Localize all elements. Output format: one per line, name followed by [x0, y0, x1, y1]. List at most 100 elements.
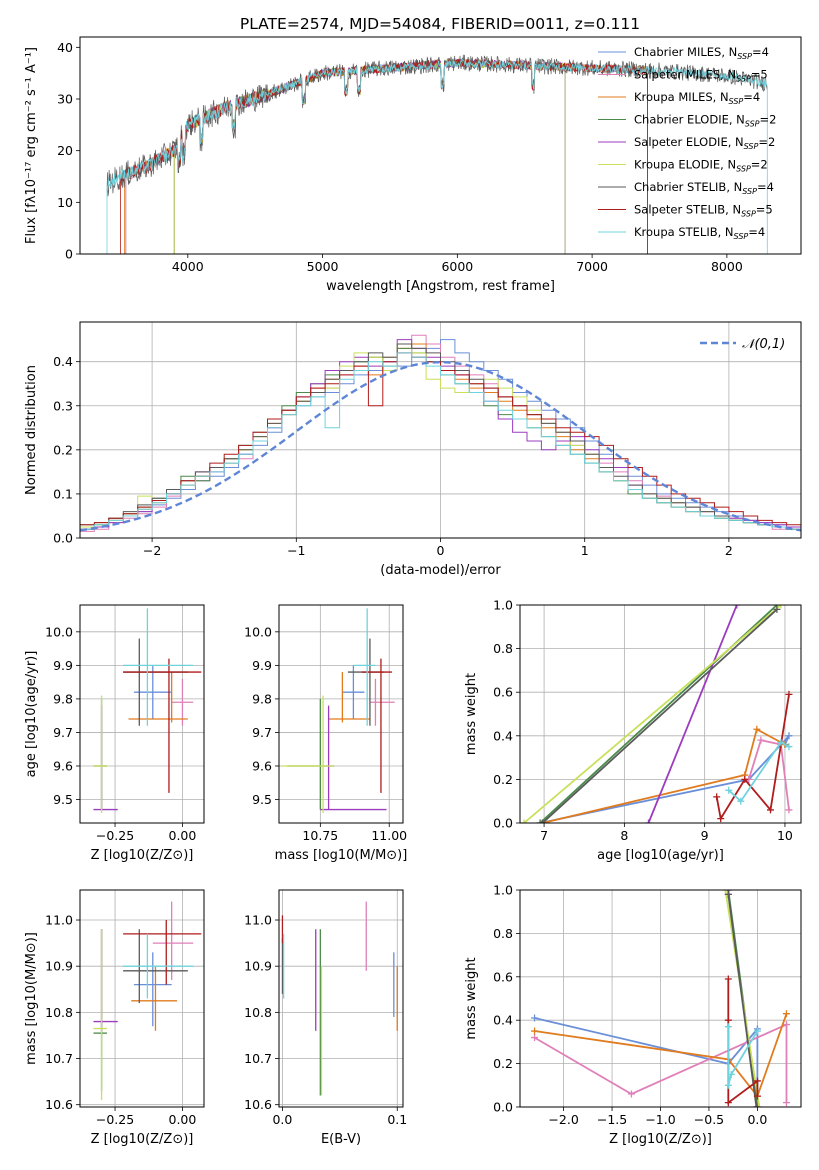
weight-marker — [753, 725, 761, 733]
spectrum-lines — [106, 54, 768, 254]
y-tick-label: 0.4 — [53, 354, 73, 369]
legend-label: Salpeter ELODIE, NSSP=2 — [634, 135, 775, 151]
weight-marker — [757, 736, 765, 744]
weight-marker — [724, 975, 732, 983]
chart-Z-age: −0.25 0.00 9.5 9.6 9.7 9.8 9.9 10.0 Z [log10(Z/Z… — [24, 604, 205, 863]
x-axis-label: E(B-V) — [321, 1132, 361, 1147]
x-tick-label: −2.0 — [548, 1112, 578, 1127]
histogram-step — [80, 343, 801, 530]
legend-label: Chabrier STELIB, NSSP=4 — [634, 180, 774, 196]
weight-lines — [531, 890, 790, 1107]
y-tick-label: 0.8 — [493, 926, 513, 941]
spectrum-series — [173, 57, 566, 254]
legend-label: Chabrier ELODIE, NSSP=2 — [634, 113, 776, 129]
legend-label: Kroupa MILES, NSSP=4 — [634, 90, 760, 106]
weight-marker — [752, 1103, 760, 1107]
weight-marker — [627, 1090, 635, 1098]
y-tick-label: 20 — [57, 143, 73, 158]
legend-label: Kroupa STELIB, NSSP=4 — [634, 225, 765, 241]
y-tick-label: 9.7 — [53, 725, 73, 740]
weight-marker — [724, 1023, 732, 1031]
x-tick-label: 4000 — [172, 259, 204, 274]
y-tick-label: 0.0 — [493, 816, 513, 831]
spectrum-series — [124, 58, 648, 254]
weight-marker — [536, 819, 544, 823]
weight-series — [727, 894, 758, 1107]
y-tick-label: 0.6 — [493, 685, 513, 700]
weight-series — [523, 605, 782, 823]
chart-mass-age: 10.75 11.00 9.5 9.6 9.7 9.8 9.9 10.0 mass [log10… — [244, 604, 407, 863]
x-tick-label: −0.5 — [694, 1112, 724, 1127]
x-tick-label: 8000 — [711, 259, 743, 274]
errorbars — [281, 608, 395, 813]
weight-marker — [531, 1034, 539, 1042]
x-tick-label: 7000 — [576, 259, 608, 274]
y-tick-label: 10.9 — [244, 959, 272, 974]
weight-marker — [755, 1103, 763, 1107]
y-tick-label: 0.0 — [53, 531, 73, 546]
spectrum-series — [106, 58, 768, 254]
y-tick-label: 10.6 — [45, 1097, 73, 1112]
weight-series — [647, 605, 738, 823]
y-tick-label: 10.0 — [244, 624, 272, 639]
legend-label: Kroupa ELODIE, NSSP=2 — [634, 158, 768, 174]
y-tick-label: 30 — [57, 92, 73, 107]
y-tick-label: 0.3 — [53, 398, 73, 413]
weight-marker — [782, 1099, 790, 1107]
y-tick-label: 0.8 — [493, 641, 513, 656]
y-tick-label: 10 — [57, 195, 73, 210]
y-axis-label: Flux [fλ10⁻¹⁷ erg cm⁻² s⁻¹ A⁻¹] — [24, 47, 39, 244]
y-tick-label: 11.0 — [244, 913, 272, 928]
y-tick-label: 10.9 — [45, 959, 73, 974]
axes-frame — [79, 604, 205, 824]
y-tick-label: 0 — [65, 247, 73, 262]
y-tick-label: 0.2 — [493, 1056, 513, 1071]
y-tick-label: 9.8 — [53, 691, 73, 706]
legend: Chabrier MILES, NSSP=4 Salpeter MILES, NS… — [598, 45, 776, 241]
y-tick-label: 9.9 — [53, 658, 73, 673]
chart-residuals: −2 −1 0 1 2 0.0 0.1 0.2 0.3 0.4 (data-model)/error… — [24, 321, 802, 578]
spectrum-series — [173, 58, 566, 254]
y-axis-label: mass weight — [464, 673, 479, 755]
y-tick-label: 0.2 — [493, 772, 513, 787]
legend-label: Chabrier MILES, NSSP=4 — [634, 45, 769, 61]
weight-marker — [520, 819, 528, 823]
weight-marker — [531, 1014, 539, 1022]
y-tick-label: 1.0 — [493, 598, 513, 613]
x-axis-label: (data-model)/error — [380, 563, 501, 578]
x-tick-label: 10 — [777, 828, 793, 843]
spectrum-series — [106, 54, 768, 197]
y-tick-label: 9.7 — [252, 725, 272, 740]
x-tick-label: 0.1 — [387, 1112, 407, 1127]
x-tick-label: 5000 — [307, 259, 339, 274]
x-tick-label: 1 — [581, 543, 589, 558]
spectrum-series — [125, 59, 648, 254]
weight-marker — [753, 1092, 761, 1100]
weight-marker — [724, 890, 732, 898]
weight-series — [539, 735, 790, 823]
y-tick-label: 9.6 — [53, 758, 73, 773]
weight-marker — [538, 819, 546, 823]
weight-marker — [531, 1027, 539, 1035]
weight-marker — [725, 786, 733, 794]
y-tick-label: 40 — [57, 40, 73, 55]
normal-curve — [79, 360, 802, 532]
weight-marker — [785, 732, 793, 740]
y-axis-label: mass [log10(M/M⊙)] — [24, 932, 39, 1065]
weight-marker — [753, 1077, 761, 1085]
weight-marker — [741, 775, 749, 783]
chart-Z-mass: −0.25 0.00 10.6 10.7 10.8 10.9 11.0 Z [log10(Z/… — [24, 889, 205, 1147]
y-tick-label: 10.8 — [45, 1005, 73, 1020]
figure-title: PLATE=2574, MJD=54084, FIBERID=0011, z=0… — [240, 15, 640, 33]
weight-series — [534, 1013, 788, 1099]
weight-lines — [520, 605, 793, 823]
y-tick-label: 0.4 — [493, 1013, 513, 1028]
x-tick-label: 0.00 — [169, 1112, 197, 1127]
errorbars — [93, 608, 202, 813]
x-tick-label: 0.0 — [747, 1112, 767, 1127]
y-tick-label: 9.8 — [252, 691, 272, 706]
legend-label: Salpeter MILES, NSSP=5 — [634, 68, 768, 84]
y-axis-label: Normed distribution — [24, 365, 39, 495]
legend-label: Salpeter STELIB, NSSP=5 — [634, 203, 773, 219]
